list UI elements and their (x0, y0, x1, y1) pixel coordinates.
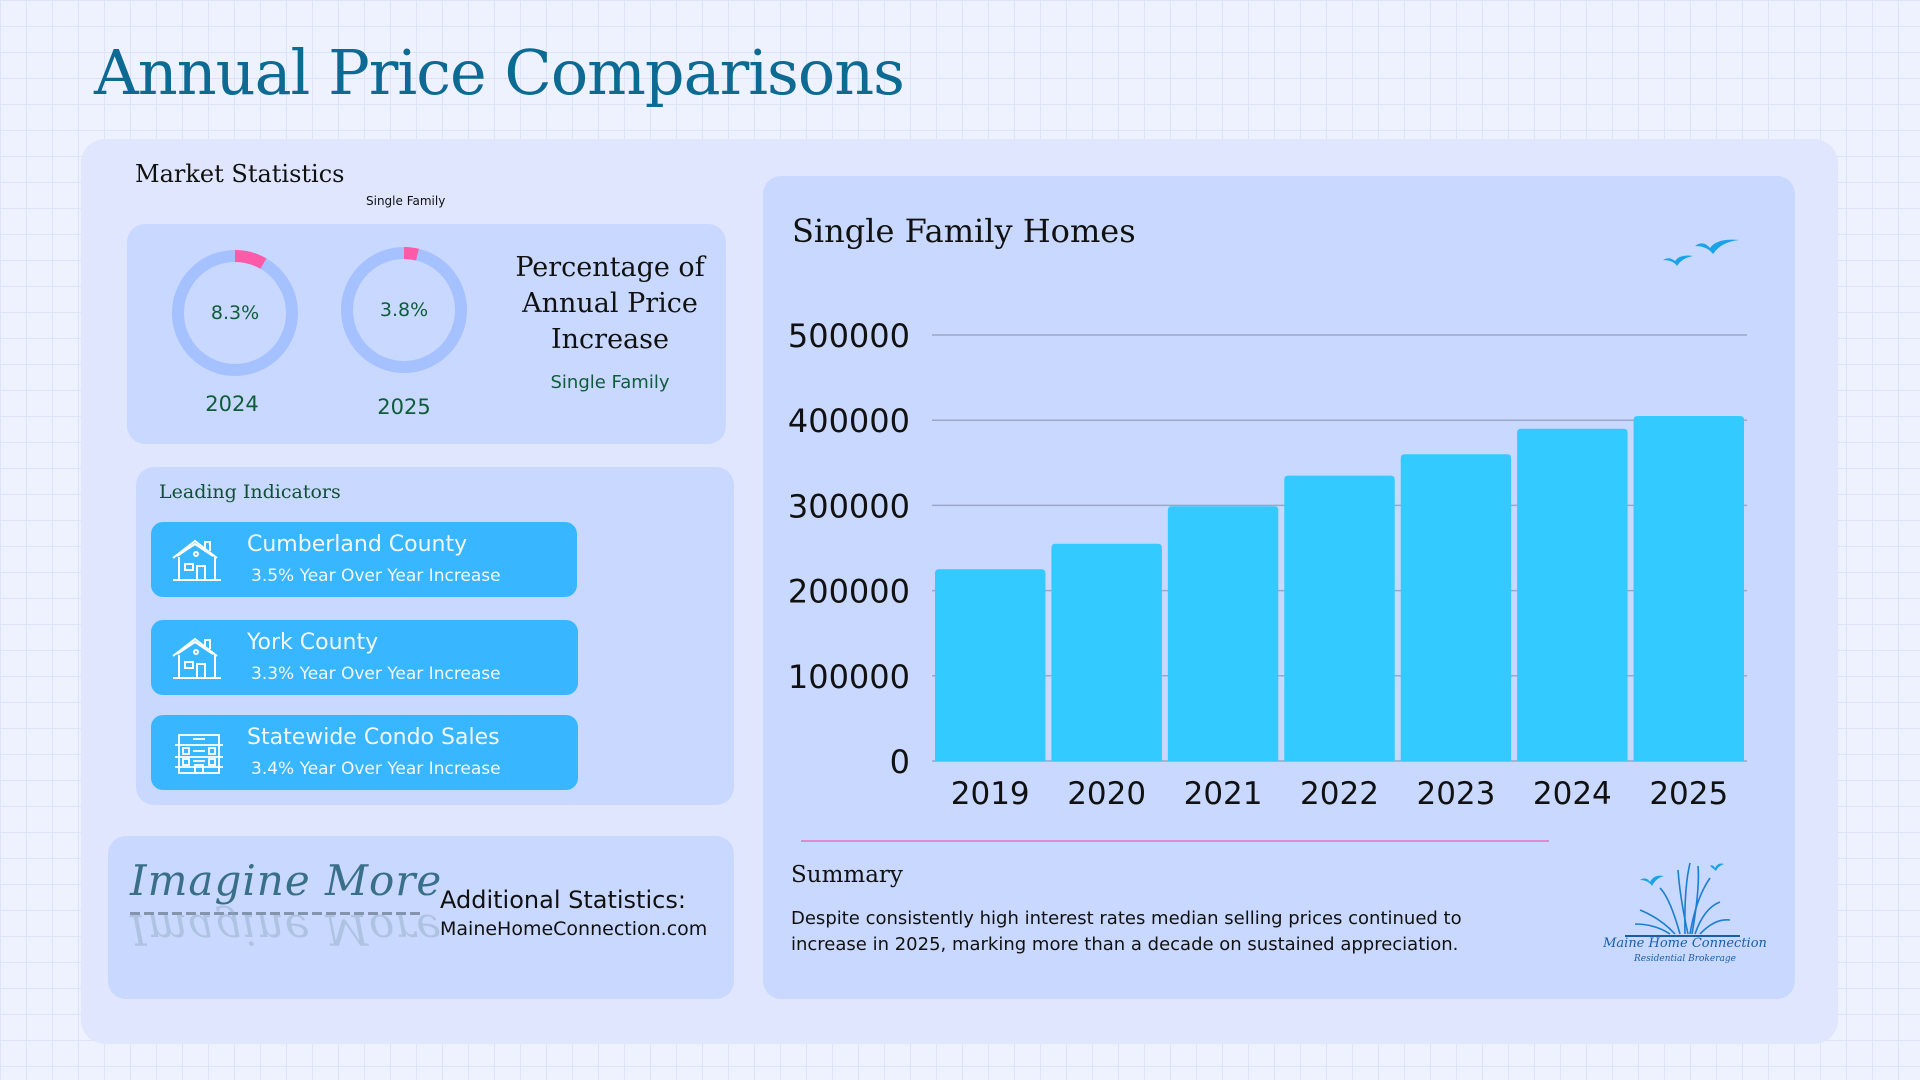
market-statistics-label: Market Statistics (135, 160, 345, 188)
imagine-more-logo-reflection: Imagine More (130, 905, 443, 954)
additional-statistics-card (108, 836, 734, 999)
donut-fill (172, 250, 298, 376)
imagine-more-logo: Imagine More (130, 856, 443, 905)
donut-2025-year: 2025 (377, 395, 431, 419)
y-tick-label: 200000 (788, 573, 910, 611)
indicator-york: York County 3.3% Year Over Year Increase (151, 620, 578, 695)
brand-name: Maine Home Connection (1603, 936, 1767, 951)
bar-2022 (1284, 475, 1395, 761)
brand-subtitle: Residential Brokerage (1634, 954, 1736, 964)
x-tick-label: 2020 (1067, 776, 1146, 812)
x-tick-label: 2022 (1300, 776, 1379, 812)
summary-text: Despite consistently high interest rates… (791, 908, 1462, 955)
bar-2020 (1051, 543, 1162, 761)
indicator-name: York County (247, 630, 379, 655)
indicator-detail: 3.4% Year Over Year Increase (251, 759, 501, 779)
grass-logo-icon (1625, 862, 1740, 937)
y-tick-label: 500000 (788, 317, 910, 355)
indicator-detail: 3.5% Year Over Year Increase (251, 566, 501, 586)
donut-2024 (172, 250, 298, 376)
x-tick-label: 2019 (951, 776, 1030, 812)
divider (801, 840, 1549, 842)
house-icon (172, 637, 221, 679)
leading-indicators-title: Leading Indicators (159, 481, 341, 503)
bar-2021 (1167, 506, 1279, 761)
house-icon (172, 539, 221, 581)
additional-statistics-title: Additional Statistics: (440, 886, 686, 914)
single-family-small-label: Single Family (366, 194, 446, 208)
chart-title: Single Family Homes (792, 212, 1136, 250)
indicator-name: Statewide Condo Sales (247, 725, 500, 750)
indicator-name: Cumberland County (247, 532, 468, 557)
bar-2024 (1517, 428, 1628, 761)
indicator-detail: 3.3% Year Over Year Increase (251, 664, 501, 684)
donut-2025 (341, 247, 467, 373)
indicator-condo: Statewide Condo Sales 3.4% Year Over Yea… (151, 715, 578, 790)
y-tick-label: 400000 (788, 402, 910, 440)
page-title: Annual Price Comparisons (94, 36, 905, 109)
maine-home-connection-logo: Maine Home Connection Residential Broker… (1600, 858, 1770, 968)
indicator-cumberland: Cumberland County 3.5% Year Over Year In… (151, 522, 577, 597)
y-tick-label: 300000 (788, 487, 910, 525)
y-tick-label: 0 (890, 743, 910, 781)
x-tick-label: 2025 (1649, 776, 1728, 812)
x-tick-label: 2024 (1533, 776, 1612, 812)
website-link[interactable]: MaineHomeConnection.com (440, 918, 708, 940)
x-tick-label: 2021 (1184, 776, 1263, 812)
y-tick-label: 100000 (788, 658, 910, 696)
x-tick-label: 2023 (1416, 776, 1495, 812)
donut-2025-value: 3.8% (379, 299, 429, 321)
logo-water-line (130, 912, 420, 915)
bar-chart: 0 100000 200000 300000 400000 500000 2019 2020 2… (788, 317, 1747, 812)
summary-title: Summary (791, 862, 903, 888)
apartment-building-icon (175, 734, 223, 774)
seagulls-icon (1663, 239, 1739, 266)
bar-2025 (1633, 415, 1744, 761)
percentage-heading: Percentage of Annual Price Increase (515, 252, 705, 355)
donut-2024-value: 8.3% (210, 302, 260, 324)
percentage-subheading: Single Family (550, 372, 670, 393)
bar-2019 (935, 569, 1046, 761)
donut-2024-year: 2024 (205, 392, 259, 416)
donut-fill (341, 247, 467, 373)
bar-2023 (1400, 454, 1512, 761)
